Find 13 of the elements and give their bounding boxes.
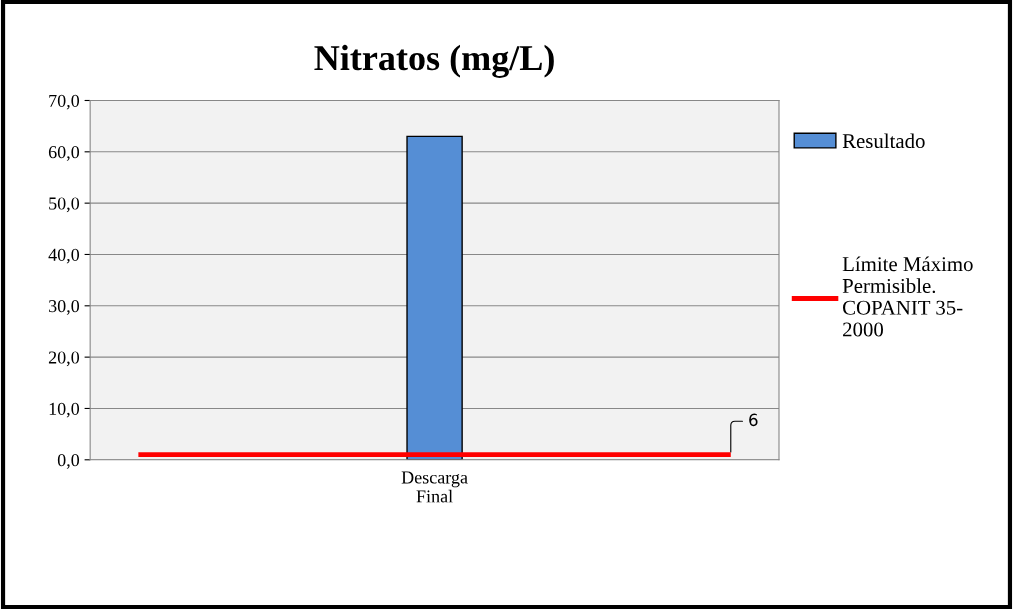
y-tick-label: 70,0 (49, 94, 80, 110)
y-tick-label: 60,0 (48, 146, 80, 161)
y-tick-label: 0,0 (57, 454, 80, 469)
legend-label: Límite Máximo Permisible. COPANIT 35- 2000 (842, 256, 973, 337)
chart-title: Nitratos (mg/L) (314, 44, 554, 78)
y-tick-label: 50,0 (49, 197, 80, 213)
annotation: 6 (749, 413, 758, 427)
legend-label: Resultado (842, 133, 925, 149)
y-tick-label: 10,0 (49, 402, 80, 418)
y-tick-label: 30,0 (49, 300, 80, 315)
y-tick-label: 20,0 (48, 351, 80, 367)
y-tick-label: 40,0 (48, 248, 80, 264)
x-tick-label: Descarga Final (401, 471, 468, 503)
